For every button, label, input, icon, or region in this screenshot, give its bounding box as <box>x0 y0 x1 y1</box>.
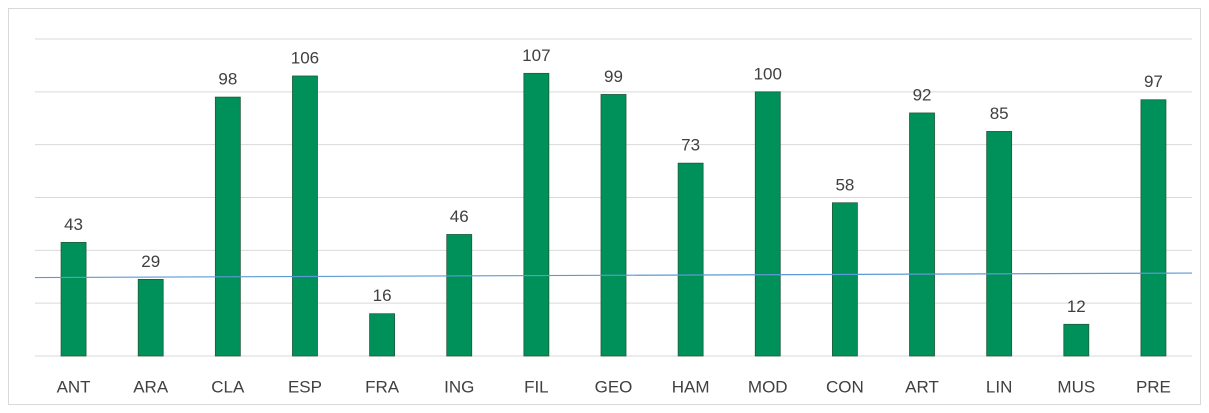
data-label: 29 <box>141 252 160 271</box>
bar <box>754 91 781 357</box>
data-label: 92 <box>913 85 932 104</box>
bar <box>446 234 473 357</box>
bar <box>1140 99 1167 357</box>
x-tick-label: GEO <box>595 377 633 396</box>
data-label: 12 <box>1067 297 1086 316</box>
x-tick-label: CLA <box>211 377 245 396</box>
data-label: 98 <box>218 70 237 89</box>
bar <box>60 242 87 357</box>
bar <box>292 75 318 357</box>
bar <box>523 72 550 357</box>
x-tick-label: ANT <box>57 377 91 396</box>
data-label: 99 <box>604 67 623 86</box>
bar <box>600 94 627 357</box>
bar <box>214 96 241 357</box>
data-label: 43 <box>64 215 83 234</box>
trend-line <box>34 272 1193 279</box>
x-tick-label: ESP <box>288 377 322 396</box>
bar <box>986 131 1013 357</box>
data-label: 58 <box>835 175 854 194</box>
bar <box>369 313 396 357</box>
data-label: 85 <box>990 104 1009 123</box>
x-tick-label: FIL <box>524 377 549 396</box>
x-tick-label: MUS <box>1057 377 1095 396</box>
bar <box>832 202 858 357</box>
x-tick-label: CON <box>826 377 864 396</box>
x-tick-label: MOD <box>748 377 788 396</box>
x-tick-label: ARA <box>133 377 169 396</box>
x-tick-label: HAM <box>672 377 710 396</box>
x-tick-label: ART <box>905 377 939 396</box>
data-label: 97 <box>1144 72 1163 91</box>
x-tick-label: ING <box>444 377 474 396</box>
x-tick-label: FRA <box>365 377 400 396</box>
x-tick-label: LIN <box>986 377 1012 396</box>
bar <box>137 278 164 357</box>
bar <box>1063 323 1090 357</box>
data-label: 73 <box>681 136 700 155</box>
bar <box>677 162 704 357</box>
data-label: 107 <box>522 46 550 65</box>
data-label: 100 <box>754 64 782 83</box>
x-tick-label: PRE <box>1136 377 1171 396</box>
data-label: 106 <box>291 48 319 67</box>
data-label: 16 <box>373 286 392 305</box>
data-label: 46 <box>450 207 469 226</box>
bar <box>909 112 935 357</box>
